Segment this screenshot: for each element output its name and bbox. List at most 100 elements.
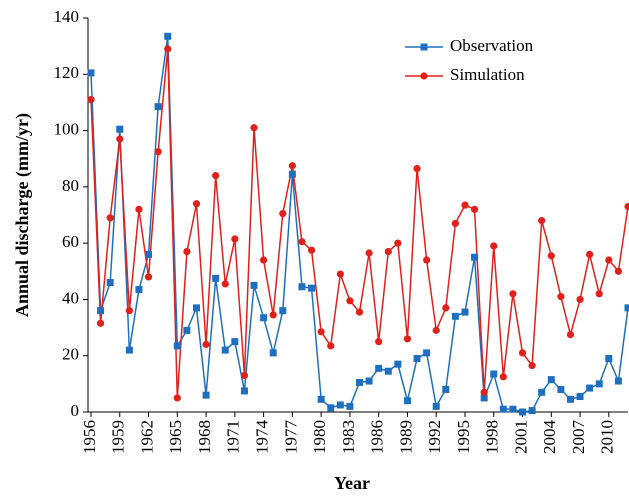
x-tick-label: 1974 xyxy=(253,420,272,455)
circle-marker xyxy=(547,252,555,260)
y-tick-label: 120 xyxy=(54,63,80,82)
circle-marker xyxy=(135,205,143,213)
x-tick-label: 1971 xyxy=(224,420,243,454)
x-tick-label: 1962 xyxy=(137,420,156,454)
square-marker xyxy=(135,286,143,294)
square-marker xyxy=(212,274,220,282)
square-marker xyxy=(116,125,124,133)
square-marker xyxy=(346,402,354,410)
square-marker xyxy=(461,308,469,316)
legend-label: Observation xyxy=(450,36,534,55)
circle-marker xyxy=(614,267,623,275)
circle-marker xyxy=(231,235,239,243)
square-marker xyxy=(576,393,584,401)
square-marker xyxy=(624,304,629,312)
circle-marker xyxy=(192,200,201,208)
circle-marker xyxy=(221,280,229,288)
x-tick-label: 1980 xyxy=(310,420,329,454)
circle-marker xyxy=(442,304,450,312)
circle-marker xyxy=(566,331,575,339)
square-marker xyxy=(403,397,411,405)
square-marker xyxy=(566,395,574,403)
square-marker xyxy=(87,69,95,77)
square-marker xyxy=(173,342,181,350)
square-marker xyxy=(519,408,527,416)
x-tick-label: 1977 xyxy=(281,420,300,455)
circle-marker xyxy=(317,328,325,336)
circle-marker xyxy=(480,388,488,396)
x-tick-label: 1956 xyxy=(80,420,99,454)
circle-marker xyxy=(413,164,421,173)
square-marker xyxy=(183,326,191,334)
circle-marker xyxy=(173,394,181,402)
circle-marker xyxy=(403,335,412,343)
circle-marker xyxy=(470,205,479,213)
circle-marker xyxy=(269,311,277,319)
circle-marker xyxy=(355,308,364,316)
circle-marker xyxy=(164,45,172,53)
circle-marker xyxy=(183,247,191,256)
square-marker xyxy=(308,284,316,292)
square-marker xyxy=(365,377,373,385)
square-marker xyxy=(423,349,431,357)
square-marker xyxy=(614,377,622,385)
square-marker xyxy=(375,364,383,372)
circle-marker xyxy=(586,250,594,258)
square-marker xyxy=(586,384,594,392)
square-marker xyxy=(269,349,277,357)
circle-marker xyxy=(240,371,249,380)
circle-marker xyxy=(307,246,316,254)
circle-marker xyxy=(106,214,114,222)
square-marker xyxy=(557,385,565,393)
circle-marker xyxy=(595,290,603,298)
x-tick-label: 1959 xyxy=(109,420,128,454)
y-tick-label: 40 xyxy=(62,288,79,307)
x-tick-label: 2010 xyxy=(598,420,617,454)
circle-marker xyxy=(528,361,536,370)
y-tick-label: 140 xyxy=(54,7,80,26)
square-marker xyxy=(202,391,210,399)
circle-marker xyxy=(509,290,517,298)
circle-marker xyxy=(154,148,162,156)
circle-marker xyxy=(116,135,124,143)
square-marker xyxy=(451,312,459,320)
square-marker xyxy=(164,32,172,40)
circle-marker xyxy=(461,201,469,209)
circle-marker xyxy=(346,297,354,305)
circle-marker xyxy=(605,256,613,264)
square-marker xyxy=(595,380,603,388)
square-marker xyxy=(528,407,536,415)
x-tick-label: 1989 xyxy=(396,420,415,454)
x-tick-label: 1965 xyxy=(166,420,185,454)
circle-marker xyxy=(125,307,133,315)
circle-marker xyxy=(96,319,105,327)
circle-marker xyxy=(260,256,268,264)
circle-marker xyxy=(432,326,440,334)
square-marker xyxy=(490,370,498,378)
square-marker xyxy=(221,346,229,354)
circle-marker xyxy=(490,242,498,250)
series-line xyxy=(90,48,629,398)
square-marker xyxy=(413,355,421,363)
x-tick-label: 1983 xyxy=(339,420,358,454)
square-marker xyxy=(509,405,517,413)
square-marker xyxy=(260,314,268,322)
square-marker xyxy=(442,385,450,393)
circle-marker xyxy=(420,72,428,80)
square-marker xyxy=(192,304,200,312)
circle-marker xyxy=(451,219,459,228)
square-marker xyxy=(480,394,488,402)
x-tick-label: 2001 xyxy=(511,420,530,454)
square-marker xyxy=(327,404,335,412)
y-tick-label: 60 xyxy=(62,232,79,251)
y-tick-label: 0 xyxy=(71,401,80,420)
circle-marker xyxy=(365,249,373,257)
square-marker xyxy=(605,355,613,363)
circle-marker xyxy=(298,238,306,246)
x-tick-label: 2004 xyxy=(540,420,559,455)
x-tick-label: 1998 xyxy=(483,420,502,454)
square-marker xyxy=(336,401,344,409)
circle-marker xyxy=(144,273,153,281)
square-marker xyxy=(125,346,133,354)
